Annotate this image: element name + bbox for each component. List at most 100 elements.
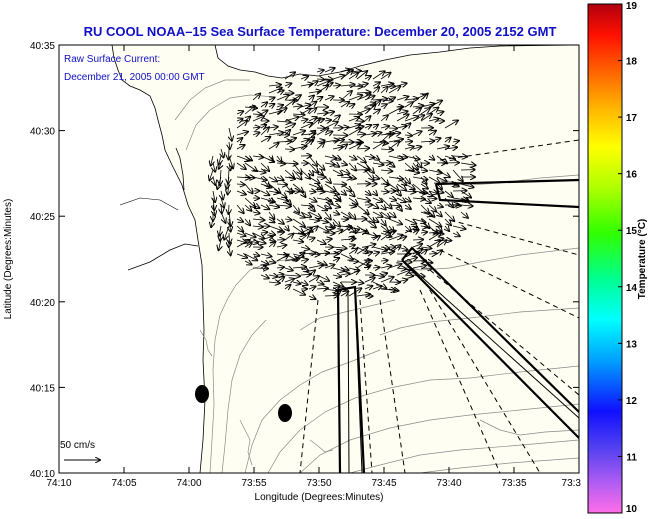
current-vector bbox=[252, 268, 268, 269]
current-vector bbox=[436, 191, 443, 193]
current-vector bbox=[309, 238, 315, 240]
current-vector bbox=[276, 205, 291, 206]
x-tick-label: 74:00 bbox=[176, 478, 201, 489]
current-vector bbox=[244, 183, 253, 193]
current-vector bbox=[308, 254, 320, 255]
current-vector bbox=[308, 162, 318, 173]
x-tick-label: 74:05 bbox=[111, 478, 136, 489]
current-vector bbox=[388, 177, 403, 179]
current-vector bbox=[396, 114, 409, 122]
current-vector bbox=[445, 226, 449, 231]
current-vector bbox=[428, 138, 441, 142]
current-vector bbox=[380, 170, 392, 171]
colorbar-tick-label: 13 bbox=[626, 339, 638, 350]
current-vector bbox=[444, 197, 453, 207]
current-vector bbox=[428, 241, 440, 248]
current-vector bbox=[340, 183, 352, 191]
current-vector bbox=[260, 127, 269, 136]
current-vector bbox=[236, 132, 248, 135]
current-vector bbox=[252, 94, 260, 101]
current-vector bbox=[356, 204, 369, 214]
current-vector bbox=[300, 105, 310, 108]
current-vector bbox=[412, 108, 421, 115]
current-vector bbox=[332, 268, 345, 271]
current-vector bbox=[324, 183, 336, 191]
current-vector bbox=[388, 97, 395, 100]
current-vector bbox=[260, 162, 269, 171]
x-tick-label: 74:10 bbox=[46, 478, 71, 489]
current-vector bbox=[412, 275, 425, 276]
current-vector bbox=[428, 204, 436, 212]
sandy-hook bbox=[175, 147, 185, 191]
current-vector bbox=[309, 170, 313, 175]
current-vector bbox=[340, 226, 351, 234]
current-vector bbox=[380, 73, 391, 80]
current-vector bbox=[284, 100, 295, 108]
current-vector bbox=[252, 212, 260, 213]
colorbar-tick-label: 19 bbox=[626, 1, 638, 12]
colorbar-tick-label: 15 bbox=[626, 226, 638, 237]
current-vector bbox=[420, 170, 427, 171]
current-vector bbox=[420, 94, 428, 101]
current-vector bbox=[284, 177, 295, 179]
current-vector bbox=[284, 219, 292, 220]
current-vector bbox=[364, 218, 376, 228]
current-vector bbox=[308, 287, 316, 290]
current-vector bbox=[332, 140, 344, 142]
current-vector bbox=[396, 280, 407, 282]
current-vector bbox=[229, 148, 230, 160]
radar-site-marker bbox=[278, 404, 292, 422]
current-vector bbox=[460, 198, 470, 202]
current-vector bbox=[348, 245, 355, 247]
current-vector bbox=[221, 197, 224, 208]
current-vector bbox=[348, 211, 356, 219]
current-vector bbox=[436, 240, 446, 248]
current-vector bbox=[316, 162, 325, 170]
current-vector bbox=[396, 97, 408, 101]
current-vector bbox=[284, 72, 295, 80]
current-vector bbox=[428, 218, 441, 227]
current-vector bbox=[332, 205, 340, 207]
bathymetry-contours bbox=[174, 79, 579, 473]
current-vector bbox=[404, 191, 415, 192]
current-vector bbox=[236, 184, 245, 185]
current-vector bbox=[316, 70, 324, 72]
current-vector bbox=[324, 140, 339, 142]
current-vector bbox=[428, 212, 435, 217]
current-vector bbox=[229, 211, 231, 226]
current-vector bbox=[260, 205, 269, 209]
current-vector bbox=[324, 131, 332, 135]
current-vector bbox=[348, 270, 359, 276]
current-vector bbox=[356, 247, 368, 255]
current-vector bbox=[276, 108, 287, 115]
current-vector bbox=[284, 275, 300, 276]
y-tick-label: 40:15 bbox=[30, 383, 55, 394]
current-vector bbox=[244, 177, 254, 178]
current-vector bbox=[260, 254, 272, 257]
current-vector bbox=[236, 111, 243, 114]
current-vector bbox=[348, 156, 356, 160]
current-vector bbox=[260, 137, 270, 143]
current-vector bbox=[236, 240, 250, 248]
current-vector bbox=[436, 177, 447, 181]
current-vector bbox=[308, 276, 319, 283]
current-vector bbox=[348, 162, 356, 171]
current-vector bbox=[244, 156, 252, 161]
current-vector bbox=[269, 98, 275, 101]
current-vector bbox=[308, 81, 318, 87]
current-vector bbox=[380, 277, 394, 283]
current-vector bbox=[213, 176, 215, 185]
current-vector bbox=[372, 110, 380, 115]
current-vector bbox=[348, 117, 359, 121]
current-vector bbox=[211, 218, 213, 227]
current-vector bbox=[412, 249, 422, 255]
current-vector bbox=[372, 82, 380, 86]
current-vector bbox=[276, 255, 289, 262]
current-vector bbox=[245, 218, 250, 225]
current-vector bbox=[396, 183, 406, 190]
colorbar-tick-label: 16 bbox=[626, 170, 638, 181]
current-vector bbox=[396, 261, 412, 262]
current-vector bbox=[324, 120, 331, 121]
current-vector bbox=[324, 191, 339, 194]
current-vector bbox=[356, 260, 369, 269]
